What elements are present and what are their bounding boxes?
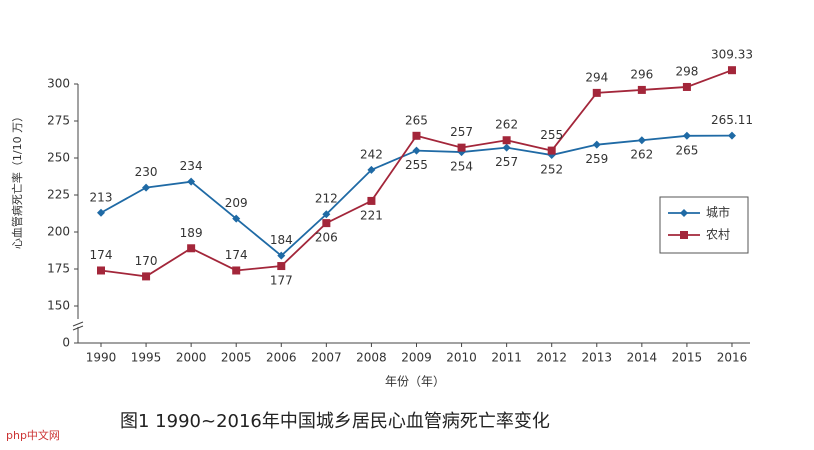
point <box>592 88 601 97</box>
data-label: 257 <box>495 155 518 169</box>
legend-label: 城市 <box>706 205 730 220</box>
point <box>187 244 196 253</box>
x-tick-label: 2000 <box>176 351 207 365</box>
point <box>412 131 421 140</box>
point <box>322 219 331 228</box>
x-tick-label: 2011 <box>491 351 522 365</box>
legend-marker <box>680 231 688 239</box>
axis-break-gap <box>74 319 82 327</box>
point <box>457 143 466 152</box>
x-tick-label: 2007 <box>311 351 342 365</box>
data-label: 206 <box>315 231 338 245</box>
data-label: 259 <box>585 152 608 166</box>
data-label: 262 <box>495 118 518 132</box>
point <box>682 82 691 91</box>
y-tick-label: 275 <box>47 114 70 128</box>
data-label: 189 <box>180 226 203 240</box>
data-label: 265.11 <box>711 113 753 127</box>
data-label: 252 <box>540 163 563 177</box>
point <box>502 136 511 145</box>
y-tick-label: 200 <box>47 225 70 239</box>
x-tick-label: 2014 <box>627 351 658 365</box>
point <box>142 272 151 281</box>
x-tick-label: 2013 <box>581 351 612 365</box>
y-tick-label: 150 <box>47 299 70 313</box>
point <box>97 266 105 275</box>
x-tick-label: 2008 <box>356 351 387 365</box>
data-label: 255 <box>405 158 428 172</box>
data-label: 265 <box>405 113 428 127</box>
legend-marker <box>680 209 688 217</box>
data-label: 213 <box>90 190 113 204</box>
data-label: 234 <box>180 159 203 173</box>
y-tick-label: 175 <box>47 262 70 276</box>
point <box>187 177 196 186</box>
series-line <box>100 69 733 278</box>
point <box>367 165 376 174</box>
x-tick-label: 2006 <box>266 351 297 365</box>
point <box>637 85 646 94</box>
data-label: 174 <box>90 248 113 262</box>
y-tick-label: 300 <box>47 77 70 91</box>
point <box>547 146 556 155</box>
x-tick-label: 2012 <box>536 351 567 365</box>
data-label: 209 <box>225 196 248 210</box>
point <box>727 66 736 75</box>
data-label: 296 <box>630 67 653 81</box>
watermark: php中文网 <box>6 428 60 442</box>
x-tick-label: 2016 <box>717 351 748 365</box>
data-label: 184 <box>270 233 293 247</box>
data-label: 170 <box>135 254 158 268</box>
point <box>682 131 691 140</box>
x-tick-label: 1990 <box>86 351 117 365</box>
x-tick-label: 2015 <box>672 351 703 365</box>
x-tick-label: 2005 <box>221 351 252 365</box>
data-label: 298 <box>675 64 698 78</box>
data-label: 257 <box>450 125 473 139</box>
data-label: 221 <box>360 208 383 222</box>
data-label: 294 <box>585 70 608 84</box>
point <box>637 136 646 145</box>
point <box>232 214 241 223</box>
point <box>727 131 736 140</box>
legend-box <box>659 196 749 254</box>
data-label: 265 <box>675 143 698 157</box>
point <box>367 196 376 205</box>
point <box>322 210 331 219</box>
y-tick-label: 250 <box>47 151 70 165</box>
point <box>97 208 105 217</box>
y-tick-label: 225 <box>47 188 70 202</box>
point <box>277 251 286 260</box>
y-tick-label: 0 <box>62 336 70 350</box>
x-tick-label: 2010 <box>446 351 477 365</box>
x-axis-title: 年份（年） <box>385 375 445 389</box>
y-axis-title: 心血管病死亡率（1/10 万） <box>10 111 24 249</box>
x-tick-label: 1995 <box>131 351 162 365</box>
data-label: 230 <box>135 165 158 179</box>
data-label: 174 <box>225 248 248 262</box>
axis-break <box>72 321 84 331</box>
point <box>277 262 286 271</box>
data-label: 177 <box>270 274 293 288</box>
point <box>142 183 151 192</box>
chart-title: 图1 1990~2016年中国城乡居民心血管病死亡率变化 <box>120 411 550 432</box>
x-tick-label: 2009 <box>401 351 432 365</box>
data-label: 262 <box>630 148 653 162</box>
data-label: 255 <box>540 128 563 142</box>
data-label: 242 <box>360 147 383 161</box>
data-label: 309.33 <box>711 48 753 62</box>
data-label: 254 <box>450 160 473 174</box>
legend-label: 农村 <box>706 228 730 242</box>
point <box>232 266 241 275</box>
point <box>592 140 601 149</box>
point <box>412 146 421 155</box>
data-label: 212 <box>315 192 338 206</box>
point <box>502 143 511 152</box>
